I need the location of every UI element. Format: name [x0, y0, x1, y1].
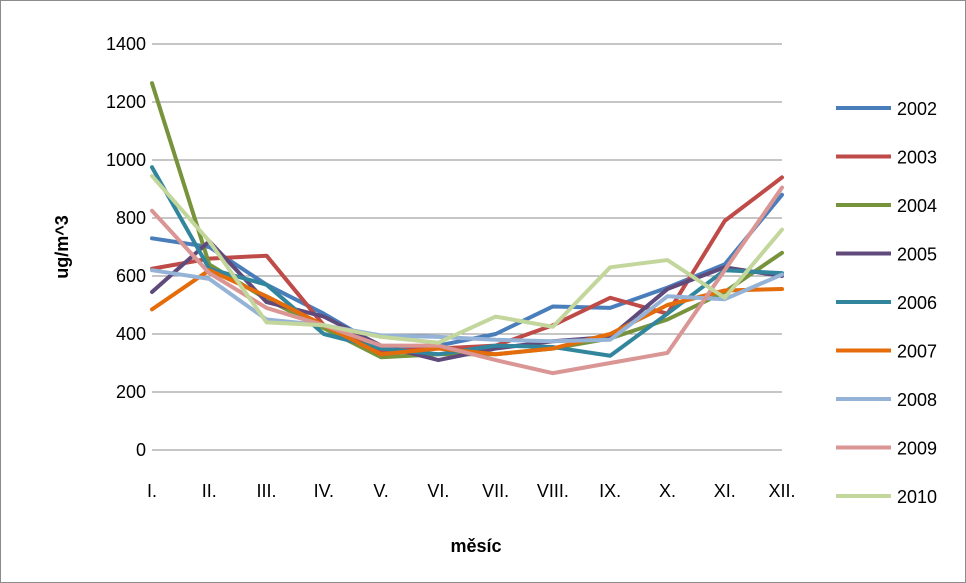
series-line-2009 — [150, 185, 784, 376]
x-tick-label: X. — [659, 481, 676, 501]
legend-label: 2003 — [897, 148, 937, 168]
x-tick-label: VI. — [427, 481, 449, 501]
legend-label: 2004 — [897, 196, 937, 216]
x-tick-label: IV. — [314, 481, 334, 501]
legend-label: 2006 — [897, 293, 937, 313]
x-tick-label: IX. — [599, 481, 621, 501]
y-tick-label: 200 — [116, 382, 146, 402]
y-tick-label: 1200 — [106, 92, 146, 112]
legend: 2002 2003 2004 2005 2006 2007 2008 2009 2010 — [836, 99, 937, 507]
legend-label: 2002 — [897, 99, 937, 119]
x-tick-label: VII. — [482, 481, 509, 501]
x-tick-label: III. — [257, 481, 277, 501]
x-tick-label: I. — [147, 481, 157, 501]
x-tick-label: V. — [373, 481, 388, 501]
x-tick-label: XII. — [768, 481, 795, 501]
legend-label: 2009 — [897, 439, 937, 459]
x-tick-label: II. — [202, 481, 217, 501]
series-line-2008 — [150, 268, 784, 344]
series-line-2010 — [150, 173, 784, 345]
legend-label: 2008 — [897, 390, 937, 410]
x-axis-title: měsíc — [450, 536, 501, 556]
gridlines — [152, 43, 782, 451]
y-tick-label: 1400 — [106, 34, 146, 54]
y-axis-title: ug/m^3 — [52, 215, 72, 279]
y-tick-label: 1000 — [106, 150, 146, 170]
y-tick-label: 0 — [136, 440, 146, 460]
y-tick-label: 600 — [116, 266, 146, 286]
x-tick-label: XI. — [714, 481, 736, 501]
legend-label: 2007 — [897, 342, 937, 362]
series-lines — [150, 81, 784, 376]
legend-label: 2010 — [897, 487, 937, 507]
x-axis-ticks: I. II. III. IV. V. VI. VII. VIII. IX. X. XI. XII. — [147, 481, 796, 501]
series-line-2004 — [150, 81, 784, 360]
x-tick-label: VIII. — [537, 481, 569, 501]
y-axis-ticks: 0 200 400 600 800 1000 1200 1400 — [106, 34, 146, 460]
legend-label: 2005 — [897, 245, 937, 265]
y-tick-label: 400 — [116, 324, 146, 344]
y-tick-label: 800 — [116, 208, 146, 228]
